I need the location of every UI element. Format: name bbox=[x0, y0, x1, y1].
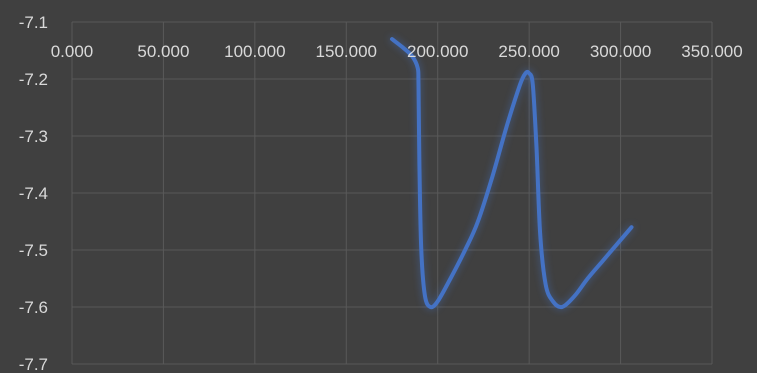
x-axis-labels: 0.000 50.000 100.000 150.000 200.000 250.000 3… bbox=[51, 42, 743, 61]
x-tick-label: 250.000 bbox=[498, 42, 559, 61]
x-tick-label: 350.000 bbox=[681, 42, 742, 61]
x-tick-label: 100.000 bbox=[224, 42, 285, 61]
y-tick-label: -7.6 bbox=[19, 298, 48, 317]
y-tick-label: -7.1 bbox=[19, 13, 48, 32]
x-tick-label: 50.000 bbox=[137, 42, 189, 61]
y-tick-label: -7.7 bbox=[19, 355, 48, 373]
x-tick-label: 200.000 bbox=[407, 42, 468, 61]
x-tick-label: 150.000 bbox=[316, 42, 377, 61]
y-tick-label: -7.5 bbox=[19, 241, 48, 260]
y-tick-label: -7.4 bbox=[19, 184, 48, 203]
plot-area: -7.1 -7.2 -7.3 -7.4 -7.5 -7.6 -7.7 0.000 50.000… bbox=[19, 13, 743, 373]
x-tick-label: 0.000 bbox=[51, 42, 94, 61]
y-axis-labels: -7.1 -7.2 -7.3 -7.4 -7.5 -7.6 -7.7 bbox=[19, 13, 48, 373]
y-tick-label: -7.2 bbox=[19, 70, 48, 89]
series-line bbox=[390, 37, 634, 310]
x-tick-label: 300.000 bbox=[590, 42, 651, 61]
series-group bbox=[390, 37, 634, 310]
y-tick-label: -7.3 bbox=[19, 127, 48, 146]
y-gridlines bbox=[72, 21, 712, 365]
